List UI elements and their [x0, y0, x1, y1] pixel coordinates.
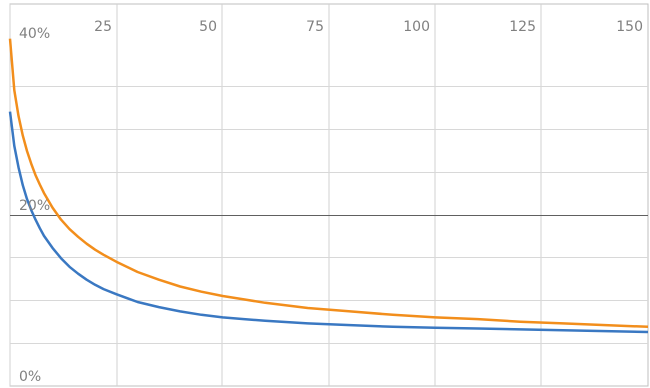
x-tick-label: 25: [94, 19, 112, 35]
x-tick-label: 150: [616, 19, 643, 35]
series-line-1: [8, 38, 649, 329]
series-layer: [8, 38, 649, 334]
y-tick-label: 0%: [19, 369, 41, 385]
series-line-2: [8, 111, 649, 334]
y-tick-label: 40%: [19, 26, 50, 42]
y-tick-label: 20%: [19, 198, 50, 214]
grid-layer: [9, 3, 649, 387]
x-tick-label: 50: [199, 19, 217, 35]
x-tick-label: 75: [306, 19, 324, 35]
x-tick-label: 125: [509, 19, 536, 35]
tick-label-layer: 25 50 75 100 125 150 0% 20% 40%: [19, 19, 643, 385]
x-tick-label: 100: [403, 19, 430, 35]
